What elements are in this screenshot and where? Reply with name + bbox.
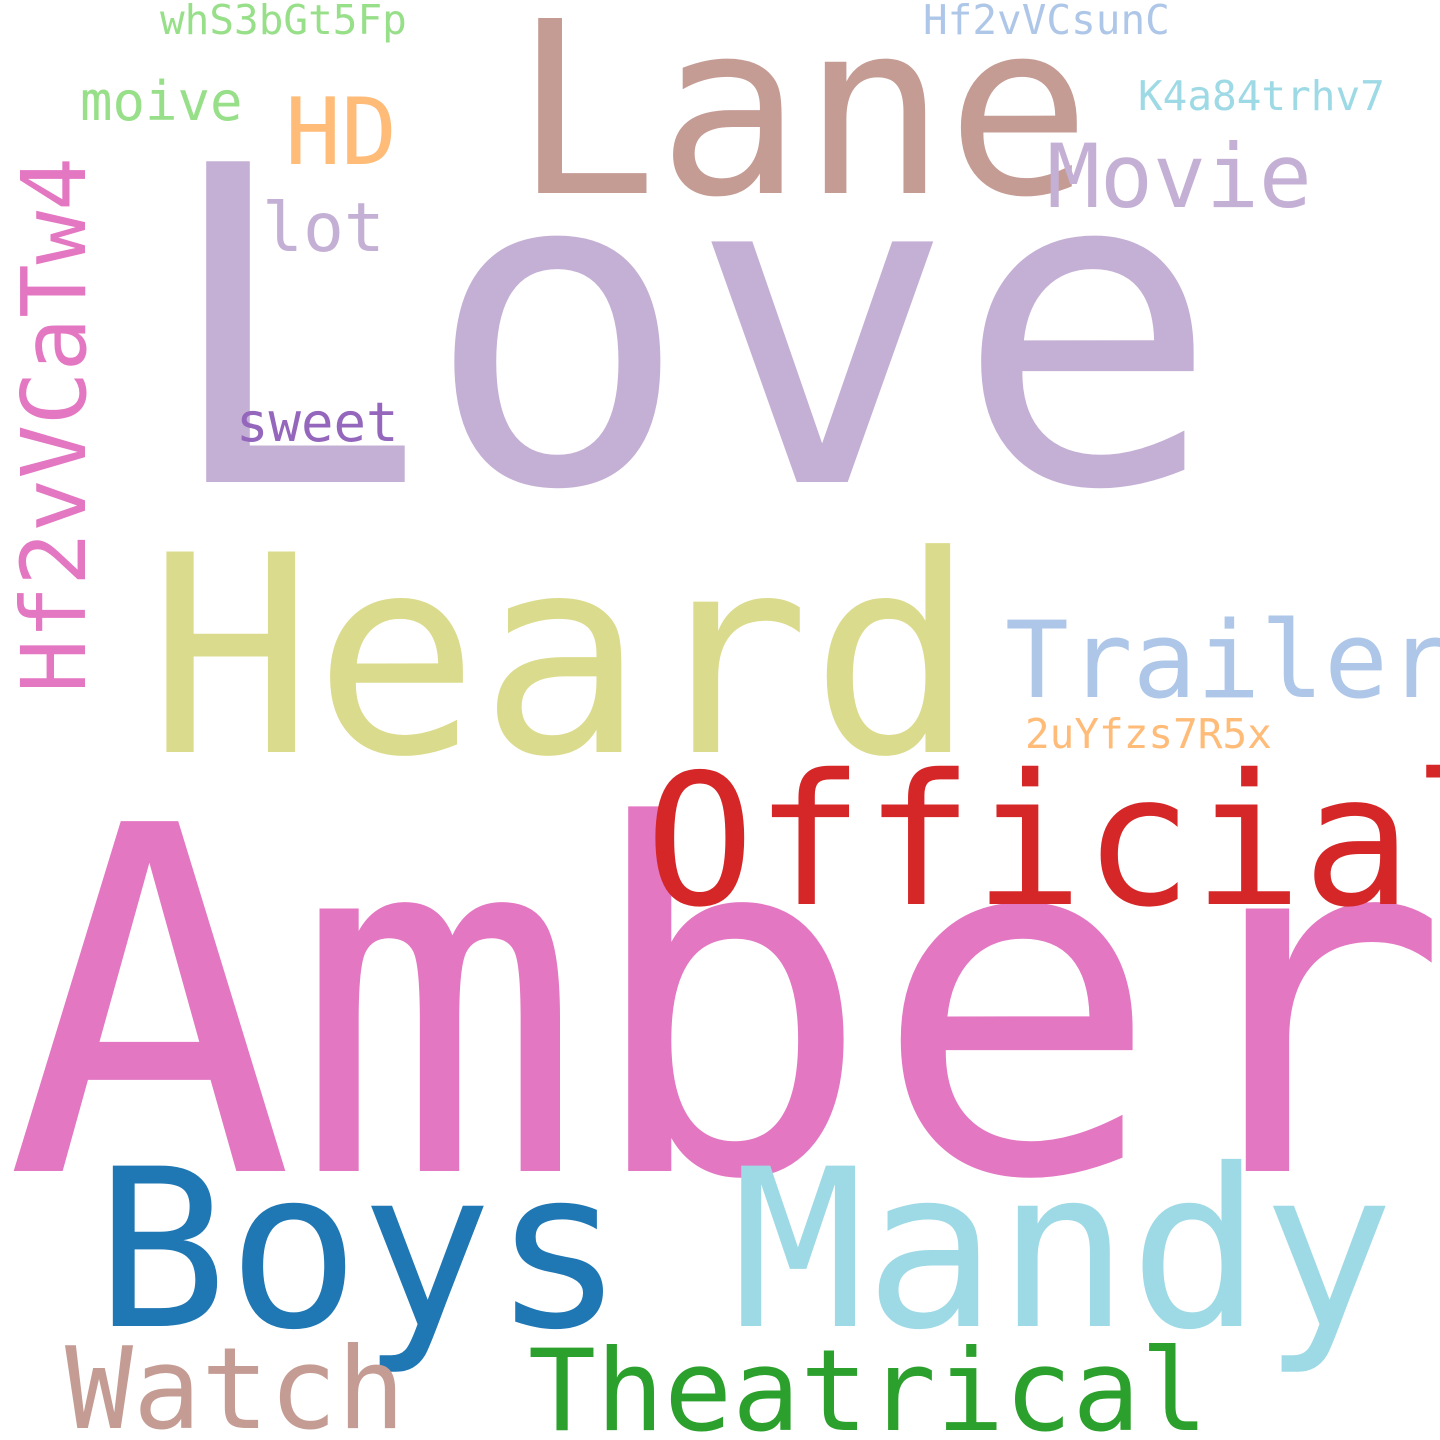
word-hf2vvcsunc: Hf2vVCsunC — [923, 0, 1170, 44]
word-amber: Amber — [5, 726, 1440, 1285]
word-watch: Watch — [65, 1323, 406, 1440]
word-2uyfzs7r5x: 2uYfzs7R5x — [1025, 710, 1272, 758]
word-k4a84trhv7: K4a84trhv7 — [1138, 72, 1385, 120]
word-hd: HD — [285, 78, 397, 186]
word-love: Love — [160, 74, 1220, 586]
word-whs3bgt5fp: whS3bGt5Fp — [160, 0, 407, 44]
word-boys: Boys — [95, 1122, 625, 1378]
word-trailer: Trailer — [1005, 599, 1440, 722]
word-official: Official — [645, 735, 1440, 947]
word-moive: moive — [80, 70, 243, 133]
word-lot: lot — [262, 189, 385, 268]
word-theatrical: Theatrical — [528, 1325, 1209, 1440]
word-heard: Heard — [148, 497, 976, 817]
word-movie: Movie — [1047, 125, 1312, 228]
word-hf2vvcatw4: Hf2vVCaTw4 — [2, 157, 106, 693]
word-mandy: Mandy — [732, 1122, 1395, 1378]
word-sweet: sweet — [236, 391, 399, 454]
word-lane: Lane — [513, 0, 1091, 250]
